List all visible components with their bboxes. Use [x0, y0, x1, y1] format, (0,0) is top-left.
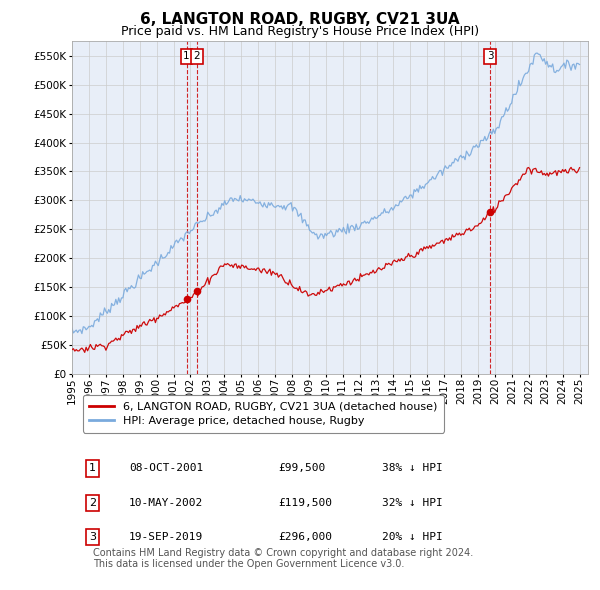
Text: 6, LANGTON ROAD, RUGBY, CV21 3UA: 6, LANGTON ROAD, RUGBY, CV21 3UA	[140, 12, 460, 27]
Text: 08-OCT-2001: 08-OCT-2001	[129, 464, 203, 473]
Text: 19-SEP-2019: 19-SEP-2019	[129, 532, 203, 542]
Text: 3: 3	[487, 51, 493, 61]
Text: 2: 2	[193, 51, 200, 61]
Text: £99,500: £99,500	[278, 464, 326, 473]
Text: 32% ↓ HPI: 32% ↓ HPI	[382, 499, 442, 509]
Text: £296,000: £296,000	[278, 532, 332, 542]
Text: 10-MAY-2002: 10-MAY-2002	[129, 499, 203, 509]
Text: 1: 1	[89, 464, 96, 473]
Text: 2: 2	[89, 499, 96, 509]
Text: 3: 3	[89, 532, 96, 542]
Legend: 6, LANGTON ROAD, RUGBY, CV21 3UA (detached house), HPI: Average price, detached : 6, LANGTON ROAD, RUGBY, CV21 3UA (detach…	[83, 395, 444, 432]
Text: 38% ↓ HPI: 38% ↓ HPI	[382, 464, 442, 473]
Text: £119,500: £119,500	[278, 499, 332, 509]
Text: Contains HM Land Registry data © Crown copyright and database right 2024.
This d: Contains HM Land Registry data © Crown c…	[92, 548, 473, 569]
Text: Price paid vs. HM Land Registry's House Price Index (HPI): Price paid vs. HM Land Registry's House …	[121, 25, 479, 38]
Text: 20% ↓ HPI: 20% ↓ HPI	[382, 532, 442, 542]
Text: 1: 1	[183, 51, 190, 61]
